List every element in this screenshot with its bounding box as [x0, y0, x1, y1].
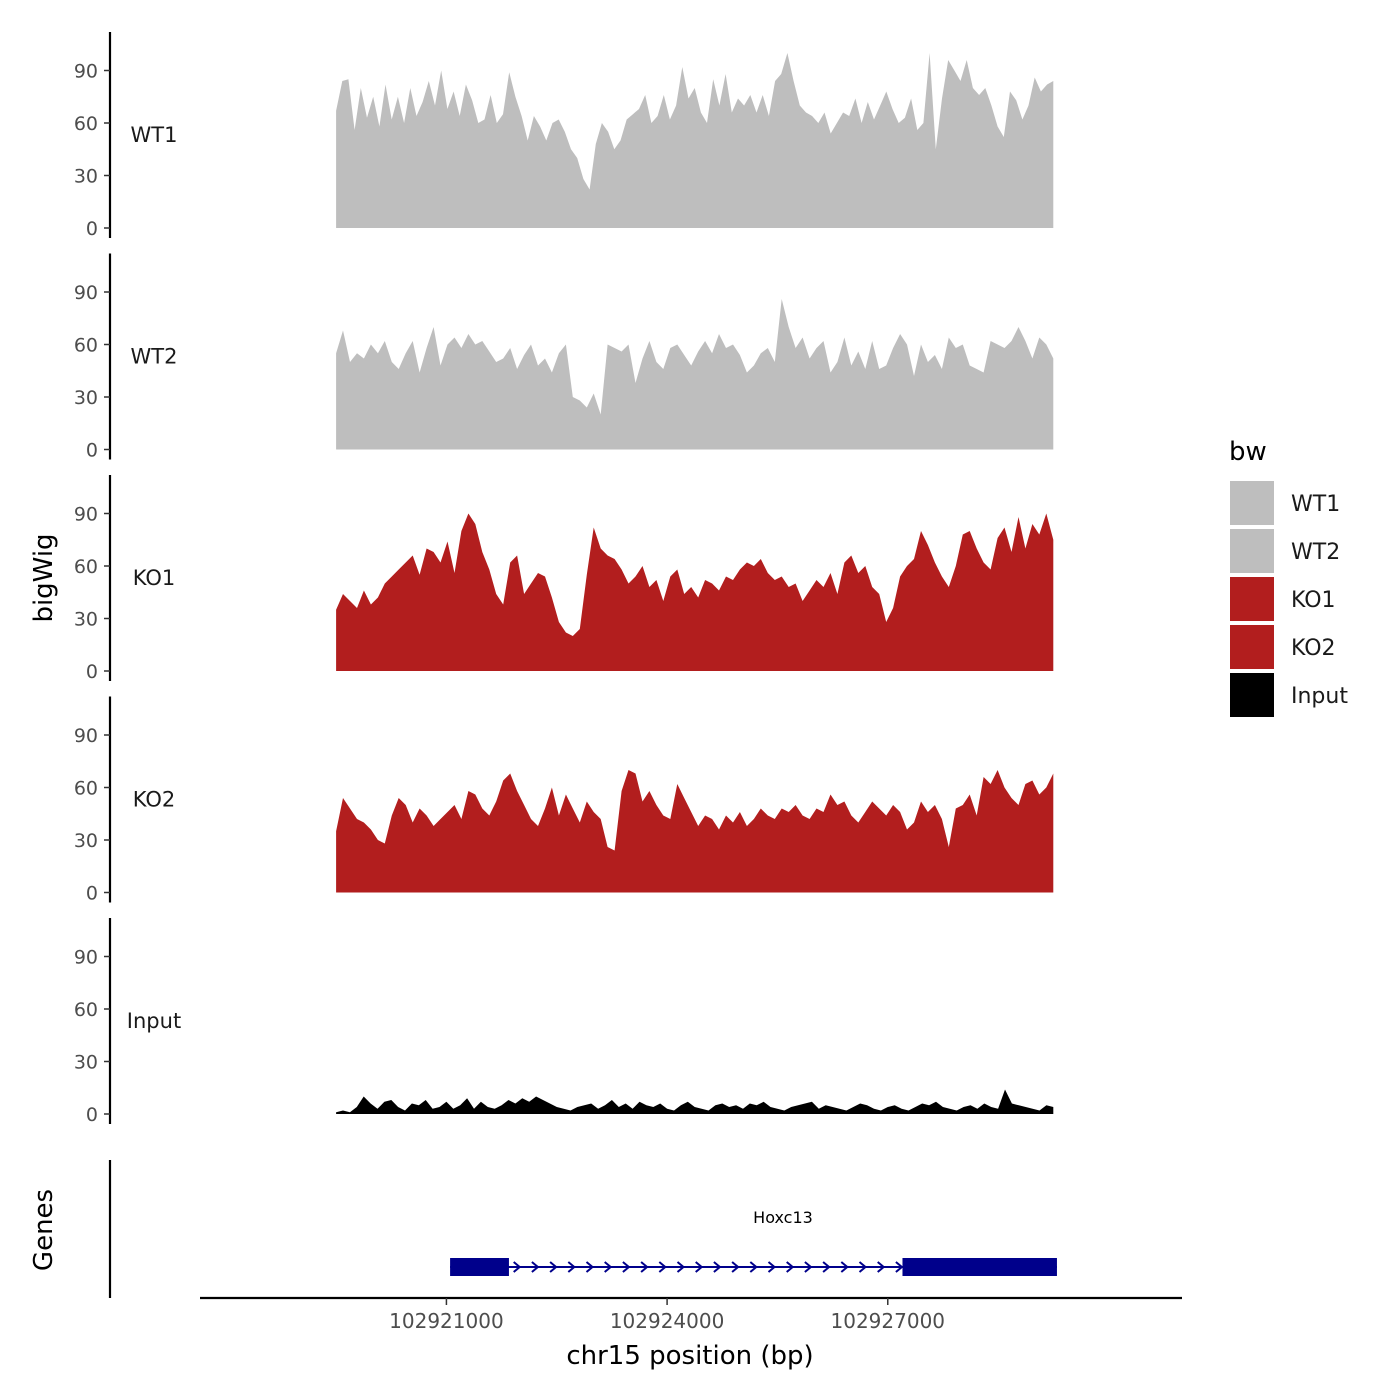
track-panel-input: 0 30 60 90 Input [74, 918, 1054, 1126]
legend-label: Input [1291, 684, 1348, 709]
x-tick-label: 102924000 [610, 1309, 725, 1333]
legend-title: bw [1229, 437, 1267, 467]
y-tick-label: 90 [74, 61, 98, 83]
legend-key-wt2 [1228, 527, 1276, 575]
track-label: Input [127, 1009, 181, 1033]
y-axis-title: bigWig [29, 533, 59, 622]
strand-arrow [585, 1261, 595, 1273]
strand-arrow [895, 1261, 904, 1273]
y-tick-label: 60 [74, 999, 98, 1021]
track-panel-wt2: 0 30 60 90 WT2 [74, 253, 1054, 462]
y-tick-label: 60 [74, 113, 98, 135]
genes-track-title: Genes [29, 1189, 59, 1271]
coverage-area-wt1 [336, 53, 1054, 228]
y-tick-label: 30 [74, 166, 98, 188]
y-tick-label: 0 [86, 1104, 98, 1126]
track-panel-ko1: 0 30 60 90 KO1 [74, 475, 1054, 683]
y-tick-label: 30 [74, 830, 98, 852]
strand-arrow [531, 1261, 540, 1273]
y-tick-label: 60 [74, 556, 98, 578]
y-tick-label: 60 [74, 335, 98, 357]
strand-arrow [822, 1261, 831, 1273]
coverage-area-input [336, 1089, 1054, 1114]
y-tick-label: 90 [74, 282, 98, 304]
strand-arrow [513, 1261, 522, 1273]
y-tick-label: 30 [74, 609, 98, 631]
legend: bw WT1 WT2 KO1 KO2 Input [1228, 437, 1348, 719]
y-tick-label: 90 [74, 504, 98, 526]
strand-arrow [786, 1261, 795, 1273]
gene-exon [902, 1258, 1057, 1276]
track-label: WT1 [131, 123, 178, 147]
y-tick-label: 60 [74, 778, 98, 800]
strand-arrow [676, 1261, 686, 1273]
strand-arrow [840, 1261, 849, 1273]
legend-label: KO2 [1291, 636, 1336, 661]
legend-label: WT1 [1291, 492, 1340, 517]
tracks-layer: 0 30 60 90 WT1 0 30 60 90 WT2 0 30 60 90 KO1 0 30 60 90 KO2… [74, 32, 1054, 1126]
legend-key-ko2 [1228, 623, 1276, 671]
legend-label: WT2 [1291, 540, 1340, 565]
y-tick-label: 30 [74, 1052, 98, 1074]
gene-exon [450, 1258, 509, 1276]
y-tick-label: 90 [74, 725, 98, 747]
strand-arrow [695, 1261, 704, 1273]
strand-arrow [549, 1261, 558, 1273]
x-axis-title: chr15 position (bp) [566, 1341, 813, 1371]
y-tick-label: 30 [74, 387, 98, 409]
track-panel-wt1: 0 30 60 90 WT1 [74, 32, 1054, 240]
legend-key-wt1 [1228, 479, 1276, 527]
strand-arrow [731, 1261, 740, 1273]
y-tick-label: 90 [74, 947, 98, 969]
legend-key-input [1228, 671, 1276, 719]
x-tick-label: 102927000 [831, 1309, 946, 1333]
coverage-area-ko2 [336, 770, 1054, 893]
track-panel-ko2: 0 30 60 90 KO2 [74, 696, 1054, 905]
y-tick-label: 0 [86, 440, 98, 462]
legend-label: KO1 [1291, 588, 1336, 613]
strand-arrow [749, 1261, 758, 1273]
legend-key-ko1 [1228, 575, 1276, 623]
coverage-area-ko1 [336, 513, 1054, 671]
strand-arrow [877, 1261, 886, 1273]
strand-arrow [858, 1261, 868, 1273]
strand-arrow [658, 1261, 667, 1273]
gene-name-label: Hoxc13 [753, 1208, 813, 1227]
track-label: KO1 [133, 566, 176, 590]
x-axis: 102921000 102924000 102927000 [200, 1296, 1182, 1333]
strand-arrow [622, 1261, 631, 1273]
track-label: WT2 [131, 345, 178, 369]
y-tick-label: 0 [86, 661, 98, 683]
track-label: KO2 [133, 788, 176, 812]
strand-arrow [567, 1261, 576, 1273]
y-tick-label: 0 [86, 218, 98, 240]
genes-track: Genes Hoxc13 [29, 1160, 1057, 1298]
strand-arrow [604, 1261, 613, 1273]
x-tick-label: 102921000 [389, 1309, 504, 1333]
y-tick-label: 0 [86, 883, 98, 905]
strand-arrow [640, 1261, 649, 1273]
strand-arrow [767, 1261, 777, 1273]
strand-arrow [804, 1261, 813, 1273]
coverage-area-wt2 [336, 299, 1054, 450]
strand-arrow [713, 1261, 722, 1273]
